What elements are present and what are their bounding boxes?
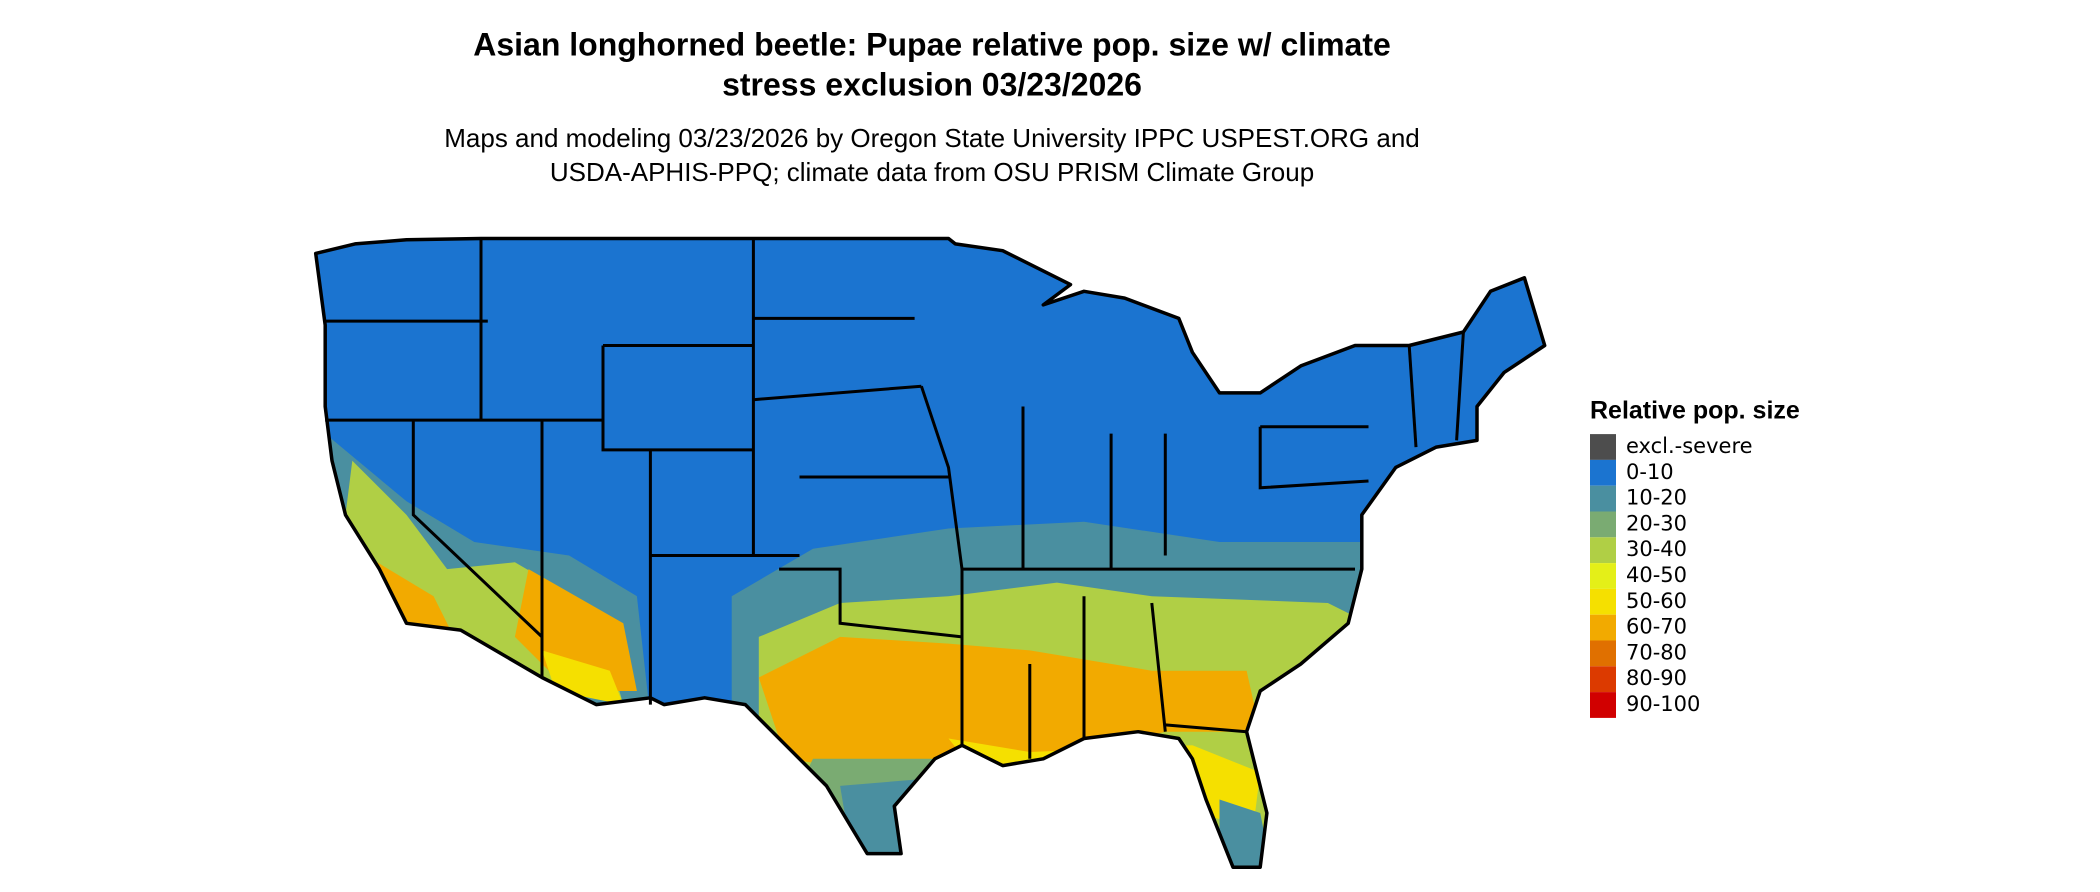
subtitle: Maps and modeling 03/23/2026 by Oregon S…: [444, 123, 1420, 153]
state-border: [601, 345, 754, 452]
legend-swatch: [1590, 511, 1616, 538]
state-border: [1455, 331, 1465, 441]
legend-swatch: [1590, 537, 1616, 564]
legend-title: Relative pop. size: [1590, 397, 1800, 425]
state-border: [919, 385, 964, 746]
legend-swatch: [1590, 434, 1616, 460]
title: stress exclusion 03/23/2026: [722, 66, 1142, 102]
subtitle: USDA-APHIS-PPQ; climate data from OSU PR…: [550, 157, 1314, 187]
state-border: [1258, 426, 1369, 490]
legend-swatch: [1590, 614, 1616, 641]
outline: [313, 236, 1547, 869]
legend: excl.-severe0-1010-2020-3030-4040-5050-6…: [1590, 434, 1753, 718]
state-border: [1150, 602, 1167, 732]
legend-swatch: [1590, 485, 1616, 512]
legend-swatch: [1590, 640, 1616, 667]
legend-label: excl.-severe: [1626, 434, 1753, 458]
legend-label: 20-30: [1626, 511, 1687, 535]
state-border: [411, 420, 544, 638]
state-border: [1407, 345, 1418, 448]
state-border: [1165, 723, 1247, 734]
legend-swatch: [1590, 459, 1616, 486]
legend-label: 40-50: [1626, 563, 1687, 587]
legend-swatch: [1590, 588, 1616, 615]
title: Asian longhorned beetle: Pupae relative …: [473, 26, 1391, 62]
zone: [365, 555, 454, 637]
legend-swatch: [1590, 692, 1616, 718]
legend-label: 60-70: [1626, 615, 1687, 639]
state-border: [753, 384, 922, 402]
legend-swatch: [1590, 666, 1616, 693]
legend-label: 30-40: [1626, 537, 1687, 561]
legend-label: 0-10: [1626, 460, 1674, 484]
map: [313, 236, 1547, 869]
legend-label: 70-80: [1626, 640, 1687, 664]
legend-label: 50-60: [1626, 589, 1687, 613]
legend-label: 10-20: [1626, 486, 1687, 510]
legend-label: 80-90: [1626, 666, 1687, 690]
legend-swatch: [1590, 563, 1616, 589]
state-border: [779, 567, 963, 639]
legend-label: 90-100: [1626, 692, 1700, 716]
